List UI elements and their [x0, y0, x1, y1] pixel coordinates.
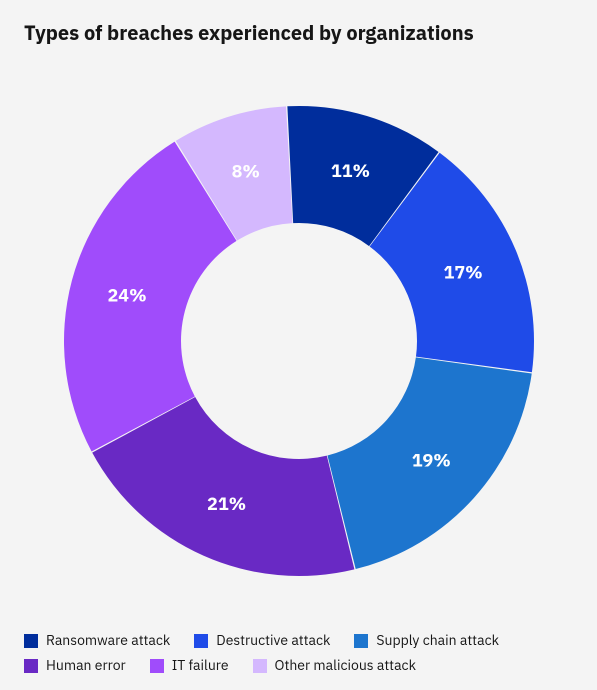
legend-swatch [354, 634, 368, 648]
slice-label: 17% [443, 261, 482, 284]
slice-label: 8% [231, 160, 259, 183]
legend-item: Destructive attack [194, 632, 330, 649]
legend-swatch [24, 634, 38, 648]
chart-area: 11% 17% 19% 21% 24% 8% [24, 58, 573, 624]
legend-item: IT failure [150, 657, 229, 674]
legend-swatch [24, 659, 38, 673]
chart-container: Types of breaches experienced by organiz… [0, 0, 597, 690]
donut-chart: 11% 17% 19% 21% 24% 8% [49, 91, 549, 591]
legend-item: Other malicious attack [253, 657, 416, 674]
legend-label: Ransomware attack [46, 632, 170, 649]
legend-label: IT failure [172, 657, 229, 674]
legend-item: Supply chain attack [354, 632, 499, 649]
legend-label: Human error [46, 657, 126, 674]
slice-label: 24% [107, 284, 146, 307]
legend-item: Human error [24, 657, 126, 674]
legend-label: Destructive attack [216, 632, 330, 649]
chart-title: Types of breaches experienced by organiz… [24, 20, 573, 46]
legend-label: Other malicious attack [275, 657, 416, 674]
legend-swatch [150, 659, 164, 673]
legend-swatch [194, 634, 208, 648]
legend-label: Supply chain attack [376, 632, 499, 649]
slice-label: 19% [411, 449, 450, 472]
legend-swatch [253, 659, 267, 673]
slice-label: 21% [207, 492, 246, 515]
slice-label: 11% [330, 159, 369, 182]
legend: Ransomware attack Destructive attack Suppl… [24, 624, 573, 674]
legend-item: Ransomware attack [24, 632, 170, 649]
